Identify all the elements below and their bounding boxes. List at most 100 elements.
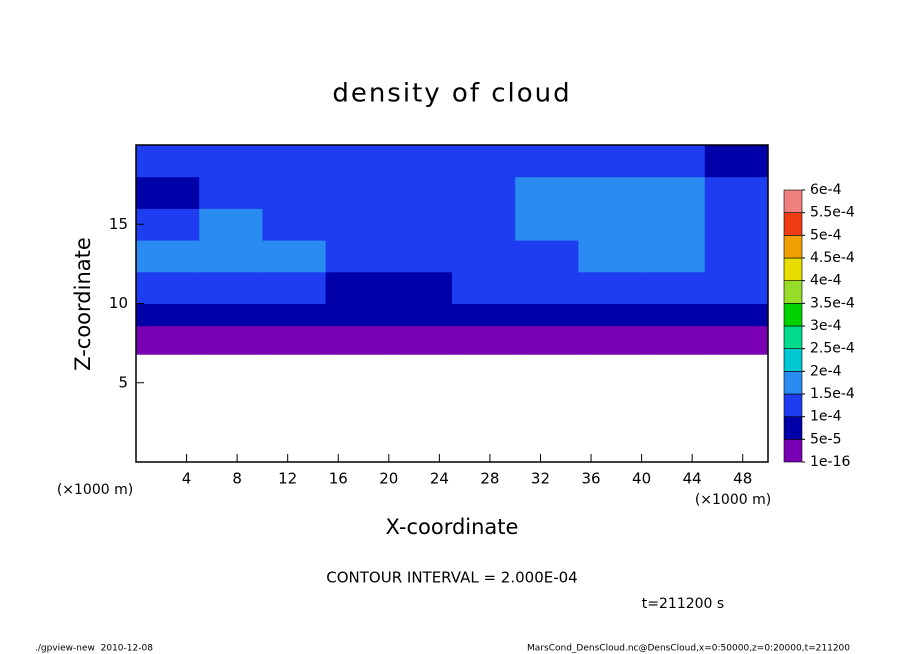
heat-cell <box>325 325 390 355</box>
x-tick-label: 8 <box>232 470 242 488</box>
heat-cell <box>388 145 453 178</box>
heat-cell <box>578 325 643 355</box>
colorbar-box <box>783 280 803 304</box>
heat-cell <box>704 303 769 327</box>
x-unit: (×1000 m) <box>695 492 771 508</box>
heat-cell <box>325 271 390 304</box>
colorbar-label: 6e-4 <box>810 182 842 198</box>
heat-cell <box>578 303 643 327</box>
colorbar-label: 2e-4 <box>810 363 842 379</box>
colorbar-label: 3e-4 <box>810 318 842 334</box>
colorbar-box <box>783 303 803 327</box>
colorbar-label: 4e-4 <box>810 273 842 289</box>
heat-cell <box>515 176 579 209</box>
heat-cell <box>325 176 390 209</box>
colorbar-box <box>783 235 803 259</box>
colorbar-label: 5.5e-4 <box>810 205 855 221</box>
heat-cell <box>452 271 516 304</box>
x-axis-label: X-coordinate <box>386 515 519 539</box>
heat-cell <box>452 208 516 241</box>
x-tick-label: 24 <box>430 470 449 488</box>
heat-cell <box>704 240 769 273</box>
colorbar-label: 2.5e-4 <box>810 341 855 357</box>
y-tick-label: 15 <box>109 215 128 233</box>
heat-cell <box>325 240 390 273</box>
heat-cell <box>704 325 769 355</box>
heat-cell <box>199 208 263 241</box>
heat-cell <box>136 325 200 355</box>
colorbar-box <box>783 393 803 417</box>
heat-cell <box>262 303 327 327</box>
heat-cell <box>262 208 327 241</box>
heat-cell <box>136 271 200 304</box>
heat-cell <box>325 145 390 178</box>
heat-cell <box>452 303 516 327</box>
colorbar-label: 1e-16 <box>810 454 850 470</box>
heat-cell <box>578 208 643 241</box>
colorbar-box <box>783 257 803 281</box>
heat-cell <box>452 176 516 209</box>
chart-title: density of cloud <box>332 79 571 109</box>
x-tick-label: 44 <box>683 470 702 488</box>
heat-cell <box>388 176 453 209</box>
y-tick-label: 5 <box>118 373 128 391</box>
heat-cell <box>136 303 200 327</box>
heat-cell <box>388 271 453 304</box>
heat-cell <box>578 240 643 273</box>
heat-cell <box>199 176 263 209</box>
heat-cell <box>262 325 327 355</box>
heat-cell <box>452 240 516 273</box>
heat-cell <box>641 208 706 241</box>
heat-cell <box>515 145 579 178</box>
heat-cell <box>515 240 579 273</box>
heat-cell <box>641 271 706 304</box>
heat-cell <box>641 145 706 178</box>
heat-cell <box>388 325 453 355</box>
x-tick-label: 28 <box>480 470 499 488</box>
colorbar-box <box>783 348 803 372</box>
heat-cell <box>515 303 579 327</box>
contour-note: CONTOUR INTERVAL = 2.000E-04 <box>326 569 577 587</box>
x-tick-label: 40 <box>632 470 651 488</box>
heat-cell <box>452 325 516 355</box>
heat-cell <box>578 176 643 209</box>
heat-cell <box>262 176 327 209</box>
heat-cell <box>704 271 769 304</box>
x-tick-label: 4 <box>182 470 192 488</box>
colorbar-label: 5e-4 <box>810 227 842 243</box>
heat-cell <box>262 271 327 304</box>
heat-cell <box>704 208 769 241</box>
footer-left: ./gpview-new 2010-12-08 <box>35 644 153 654</box>
y-tick-label: 10 <box>109 294 128 312</box>
heat-cell <box>452 145 516 178</box>
colorbar-label: 1.5e-4 <box>810 386 855 402</box>
colorbar-box <box>783 325 803 349</box>
heat-cell <box>199 271 263 304</box>
heat-cell <box>136 145 200 178</box>
time-note: t=211200 s <box>642 596 724 612</box>
x-tick-label: 20 <box>379 470 398 488</box>
x-tick-label: 36 <box>581 470 600 488</box>
heat-cell <box>199 325 263 355</box>
heat-cell <box>388 240 453 273</box>
colorbar-label: 1e-4 <box>810 409 842 425</box>
x-tick-label: 12 <box>278 470 297 488</box>
heat-cell <box>199 145 263 178</box>
heat-cell <box>704 176 769 209</box>
colorbar-label: 3.5e-4 <box>810 295 855 311</box>
y-axis-label: Z-coordinate <box>71 237 95 371</box>
y-unit: (×1000 m) <box>57 482 133 498</box>
heat-cell <box>704 145 769 178</box>
heat-cell <box>262 240 327 273</box>
colorbar-box <box>783 371 803 395</box>
heat-cell <box>325 303 390 327</box>
heat-cell <box>578 145 643 178</box>
heat-cell <box>641 240 706 273</box>
colorbar-label: 4.5e-4 <box>810 250 855 266</box>
colorbar-box <box>783 439 803 463</box>
heat-cell <box>641 176 706 209</box>
heat-cell <box>325 208 390 241</box>
colorbar-box <box>783 212 803 236</box>
heat-cell <box>136 208 200 241</box>
